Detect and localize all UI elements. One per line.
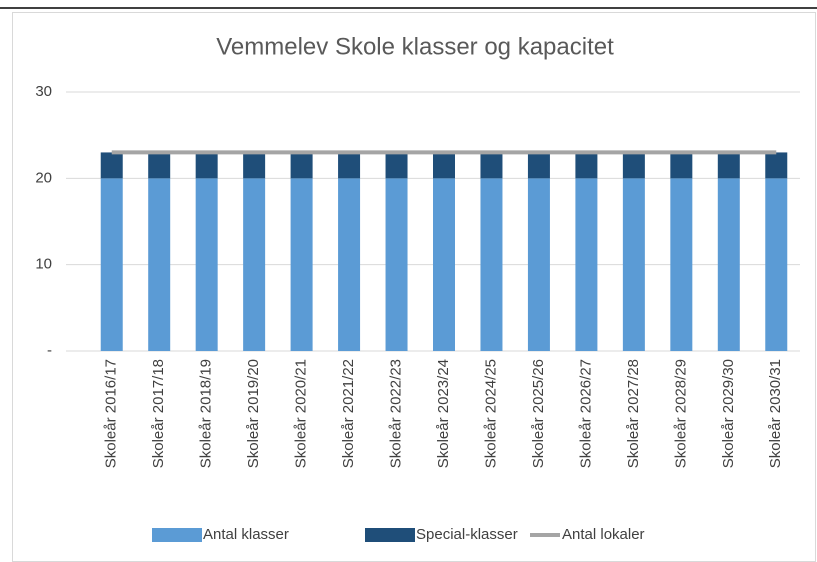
legend-label: Special-klasser	[416, 526, 518, 543]
legend-swatch	[152, 528, 202, 542]
x-tick-label: Skoleår 2023/24	[435, 359, 452, 468]
x-tick-label: Skoleår 2030/31	[767, 359, 784, 468]
legend-label: Antal klasser	[203, 526, 289, 543]
bar-segment	[527, 152, 550, 179]
bar-segment	[527, 178, 550, 351]
bar-segment	[290, 152, 313, 179]
bar-segment	[480, 152, 503, 179]
bar-segment	[385, 178, 408, 351]
bar-segment	[243, 152, 266, 179]
bar-segment	[148, 178, 171, 351]
bar-segment	[100, 152, 123, 179]
x-tick-label: Skoleår 2016/17	[103, 359, 120, 468]
bar-segment	[385, 152, 408, 179]
x-tick-label: Skoleår 2021/22	[340, 359, 357, 468]
x-tick-label: Skoleår 2029/30	[720, 359, 737, 468]
bar-segment	[290, 178, 313, 351]
y-tick-label: 30	[35, 83, 52, 100]
bar-segment	[670, 178, 693, 351]
y-tick-label: -	[47, 342, 52, 359]
y-tick-label: 10	[35, 256, 52, 273]
chart-title: Vemmelev Skole klasser og kapacitet	[216, 33, 614, 60]
bar-segment	[765, 178, 788, 351]
y-tick-label: 20	[35, 169, 52, 186]
x-tick-label: Skoleår 2027/28	[625, 359, 642, 468]
x-tick-label: Skoleår 2022/23	[388, 359, 405, 468]
x-tick-label: Skoleår 2025/26	[530, 359, 547, 468]
bar-segment	[195, 178, 218, 351]
bar-segment	[670, 152, 693, 179]
legend-label: Antal lokaler	[562, 526, 645, 543]
bar-segment	[100, 178, 123, 351]
bar-segment	[148, 152, 171, 179]
bar-segment	[622, 178, 645, 351]
bar-segment	[717, 152, 740, 179]
bar-segment	[338, 152, 361, 179]
bar-segment	[243, 178, 266, 351]
bar-segment	[622, 152, 645, 179]
bar-segment	[575, 178, 598, 351]
legend-swatch	[365, 528, 415, 542]
bar-segment	[717, 178, 740, 351]
x-tick-label: Skoleår 2026/27	[577, 359, 594, 468]
bar-segment	[575, 152, 598, 179]
x-tick-label: Skoleår 2024/25	[482, 359, 499, 468]
bar-segment	[480, 178, 503, 351]
x-tick-label: Skoleår 2018/19	[198, 359, 215, 468]
x-tick-label: Skoleår 2019/20	[245, 359, 262, 468]
x-tick-label: Skoleår 2017/18	[150, 359, 167, 468]
x-tick-label: Skoleår 2020/21	[293, 359, 310, 468]
bar-segment	[195, 152, 218, 179]
bar-segment	[433, 152, 455, 179]
x-tick-label: Skoleår 2028/29	[672, 359, 689, 468]
bar-segment	[765, 152, 788, 179]
bar-segment	[433, 178, 455, 351]
bar-segment	[338, 178, 361, 351]
chart-frame	[12, 12, 816, 562]
